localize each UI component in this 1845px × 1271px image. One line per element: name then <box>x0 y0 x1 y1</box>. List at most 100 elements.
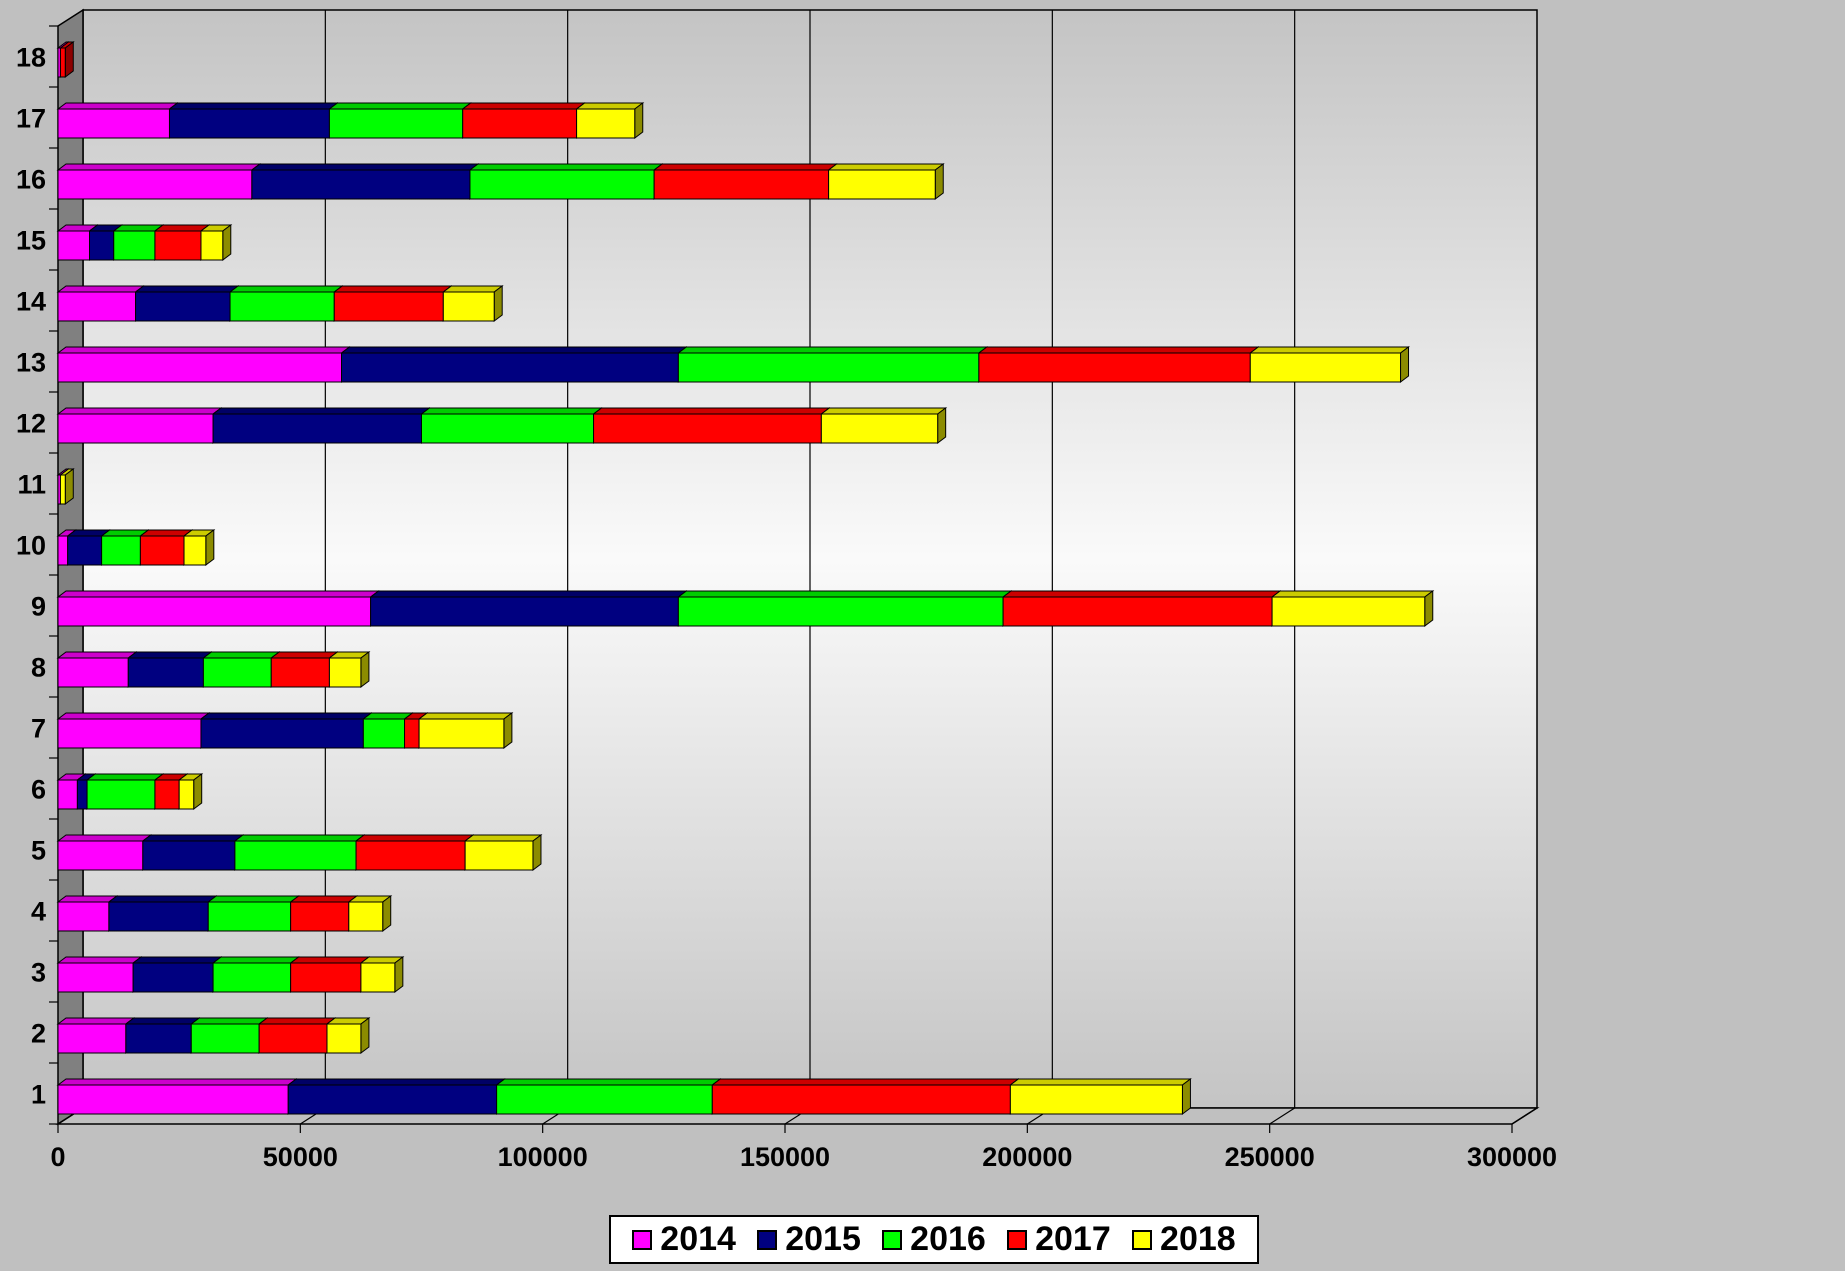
bar-top <box>56 895 119 903</box>
bar-front <box>978 352 1251 383</box>
bar-segment <box>211 407 431 444</box>
bar-front <box>593 413 822 444</box>
bar-top <box>340 346 688 354</box>
bar-front <box>57 718 202 749</box>
bar-front <box>86 779 156 810</box>
bar-segment <box>289 956 371 993</box>
legend-item: 2015 <box>757 1220 861 1259</box>
x-tick-label: 50000 <box>263 1142 338 1172</box>
bar-top <box>417 712 514 720</box>
bar-top <box>575 102 645 110</box>
x-tick-label: 200000 <box>982 1142 1072 1172</box>
bar-top <box>250 163 480 171</box>
bar-segment <box>126 651 213 688</box>
bar-front <box>229 291 335 322</box>
bar-segment <box>286 1078 507 1115</box>
bar-segment <box>269 651 339 688</box>
y-tick-label: 10 <box>16 531 46 561</box>
bar-segment <box>107 895 218 932</box>
bar-front <box>57 535 69 566</box>
bar-top <box>827 163 945 171</box>
bar-front <box>653 169 830 200</box>
bar-front <box>108 901 209 932</box>
bar-segment <box>56 102 179 139</box>
bar-front <box>212 413 422 444</box>
bar-segment <box>289 895 359 932</box>
bar-top <box>56 956 143 964</box>
bar-segment <box>1008 1078 1192 1115</box>
y-tick-label: 18 <box>16 43 46 73</box>
bar-segment <box>417 712 514 749</box>
bar-top <box>420 407 604 415</box>
bar-segment <box>347 895 393 932</box>
y-tick-label: 2 <box>31 1019 46 1049</box>
bar-segment <box>827 163 945 200</box>
bar-side <box>394 956 404 993</box>
legend-swatch <box>757 1229 778 1250</box>
bar-front <box>101 535 141 566</box>
y-tick-label: 4 <box>31 897 46 927</box>
bar-front <box>258 1023 328 1054</box>
bar-segment <box>233 834 366 871</box>
bar-front <box>178 779 195 810</box>
bar-front <box>57 230 91 261</box>
legend-item: 2014 <box>632 1220 736 1259</box>
bar-segment <box>420 407 604 444</box>
bar-segment <box>977 346 1260 383</box>
bar-front <box>200 230 224 261</box>
bar-front <box>127 657 204 688</box>
bar-segment <box>199 224 233 261</box>
bar-segment <box>141 834 245 871</box>
bar-front <box>154 230 202 261</box>
bar-segment <box>228 285 344 322</box>
bar-top <box>56 1078 298 1086</box>
bar-front <box>168 108 330 139</box>
x-tick-label: 300000 <box>1467 1142 1557 1172</box>
bar-front <box>287 1084 498 1115</box>
y-tick-label: 17 <box>16 104 46 134</box>
bar-top <box>56 834 153 842</box>
bar-front <box>125 1023 192 1054</box>
legend-label: 2014 <box>660 1220 736 1258</box>
bar-top <box>233 834 366 842</box>
bar-front <box>355 840 466 871</box>
bar-segment <box>325 1017 371 1054</box>
bar-segment <box>56 895 119 932</box>
bar-segment <box>56 407 223 444</box>
bar-top <box>56 712 211 720</box>
bar-front <box>135 291 231 322</box>
bar-top <box>201 651 281 659</box>
bar-front <box>57 901 110 932</box>
bar-top <box>107 895 218 903</box>
bar-segment <box>332 285 453 322</box>
bar-front <box>464 840 534 871</box>
bar-front <box>462 108 578 139</box>
bar-front <box>348 901 384 932</box>
bar-segment <box>676 346 989 383</box>
bar-side <box>532 834 542 871</box>
bar-front <box>183 535 207 566</box>
y-tick-label: 15 <box>16 226 46 256</box>
bar-top <box>286 1078 507 1086</box>
bar-top <box>710 1078 1020 1086</box>
bar-front <box>711 1084 1011 1115</box>
bar-segment <box>461 102 587 139</box>
bar-top <box>211 956 301 964</box>
bar-front <box>57 840 144 871</box>
bar-front <box>290 901 350 932</box>
y-tick-label: 3 <box>31 958 46 988</box>
bar-side <box>937 407 947 444</box>
bar-top <box>1270 590 1435 598</box>
bar-segment <box>1248 346 1411 383</box>
legend-swatch <box>632 1229 653 1250</box>
bar-front <box>1271 596 1426 627</box>
bar-front <box>76 779 88 810</box>
bar-top <box>592 407 831 415</box>
bar-segment <box>167 102 339 139</box>
bar-segment <box>134 285 240 322</box>
bar-side <box>493 285 503 322</box>
y-tick-label: 6 <box>31 775 46 805</box>
bar-front <box>57 1023 127 1054</box>
